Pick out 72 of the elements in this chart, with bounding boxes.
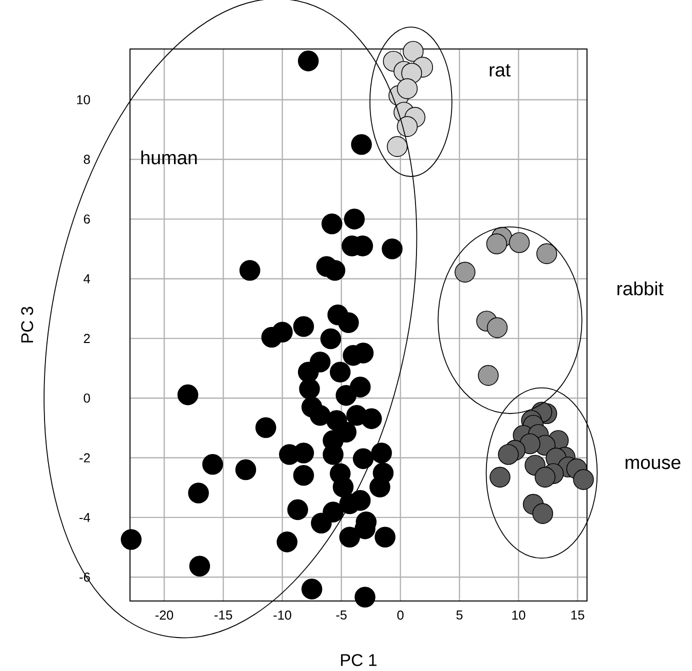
point (332, 476, 354, 498)
point (508, 232, 530, 254)
y-tick-label: -2 (80, 453, 90, 462)
x-tick-label: -10 (274, 610, 292, 620)
point (239, 260, 260, 281)
x-tick-label: -15 (214, 610, 232, 620)
point (188, 482, 209, 504)
point (338, 312, 359, 334)
point (293, 464, 314, 486)
x-tick-label: -20 (155, 610, 174, 620)
point (301, 578, 322, 600)
text: rabbit (617, 281, 664, 296)
point (382, 238, 403, 260)
point (478, 365, 499, 386)
point (298, 50, 319, 72)
point (177, 384, 198, 406)
y-tick-label: 0 (84, 394, 90, 403)
point (369, 476, 390, 498)
x-tick-label: 5 (456, 610, 463, 620)
point (310, 405, 331, 426)
point (339, 526, 360, 548)
point (310, 512, 332, 534)
point (396, 78, 418, 100)
point (287, 499, 308, 520)
point (354, 586, 376, 608)
y-tick-label: 4 (84, 274, 90, 284)
y-tick-label: 6 (84, 214, 90, 224)
point (371, 442, 392, 464)
point (386, 136, 408, 157)
y-tick-label: 8 (84, 154, 90, 164)
point (361, 408, 382, 430)
point (255, 417, 276, 438)
point (336, 385, 357, 406)
y-tick-label: 10 (77, 95, 90, 104)
point (120, 529, 142, 550)
point (320, 328, 342, 350)
point (486, 317, 508, 338)
annotation: human (141, 150, 197, 164)
x-tick-label: 15 (571, 610, 584, 620)
x-tick-label: -5 (336, 610, 347, 620)
point (261, 326, 282, 348)
point (189, 556, 210, 576)
y-tick-label: 2 (84, 334, 90, 343)
point (293, 316, 314, 337)
point (486, 233, 508, 254)
point (573, 469, 594, 490)
point (532, 503, 554, 524)
point (298, 362, 319, 383)
point (322, 213, 342, 234)
point (202, 454, 224, 475)
text: mouse (626, 458, 680, 470)
point (235, 459, 256, 480)
point (536, 243, 558, 264)
point (498, 444, 519, 465)
point (299, 378, 320, 400)
annotation: rat (490, 64, 511, 77)
x-axis-title: PC 1 (341, 654, 376, 666)
point (454, 262, 476, 283)
y-tick-label: -4 (80, 513, 90, 522)
point (351, 134, 372, 155)
point (490, 466, 510, 488)
point (396, 116, 418, 137)
point (276, 532, 298, 552)
x-tick-label: 10 (512, 610, 526, 620)
point (344, 208, 365, 230)
x-tick-label: 0 (397, 610, 404, 620)
point (402, 40, 424, 62)
point (330, 362, 351, 383)
point (374, 526, 396, 548)
point (352, 448, 374, 470)
point (534, 466, 556, 488)
y-axis-title: PC 3 (21, 306, 34, 342)
